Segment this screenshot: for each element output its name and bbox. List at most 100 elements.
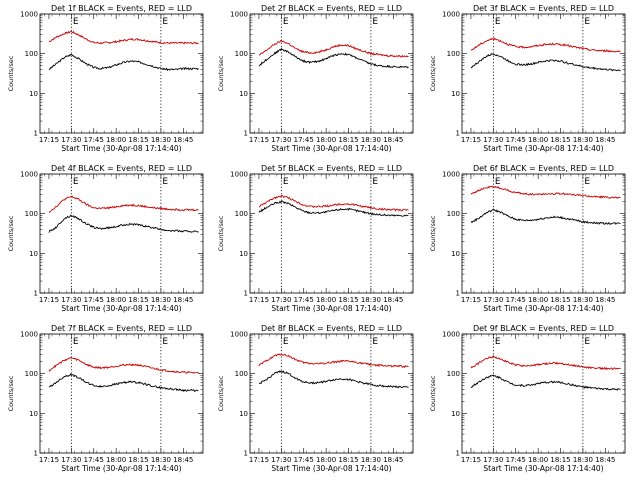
detector-plot: Det 4f BLACK = Events, RED = LLD 1 10 100 10… <box>7 164 204 313</box>
y-tick-label: 1 <box>456 290 460 298</box>
x-tick-label: 17:45 <box>294 456 314 464</box>
x-axis-label: Start Time (30-Apr-08 17:14:40) <box>271 464 391 473</box>
x-tick-label: 17:15 <box>39 136 59 144</box>
events-series-line <box>258 200 409 217</box>
detector-plot: Det 5f BLACK = Events, RED = LLD 1 10 100 10… <box>217 164 414 313</box>
x-tick-label: 18:00 <box>316 296 336 304</box>
plot-frame <box>461 333 626 454</box>
y-tick-label: 10 <box>451 250 460 258</box>
y-tick-label: 100 <box>25 210 38 218</box>
event-marker-label: E <box>495 17 501 27</box>
event-marker-label: E <box>584 337 590 347</box>
x-axis-label: Start Time (30-Apr-08 17:14:40) <box>61 464 181 473</box>
y-tick-label: 100 <box>25 370 38 378</box>
event-marker-label: E <box>283 17 289 27</box>
events-series-line <box>470 208 621 225</box>
plot-title: Det 9f BLACK = Events, RED = LLD <box>473 324 614 333</box>
y-tick-label: 10 <box>239 250 248 258</box>
x-tick-label: 18:45 <box>173 296 193 304</box>
event-marker-label: E <box>73 177 79 187</box>
x-tick-label: 18:45 <box>383 136 403 144</box>
lld-series-line <box>470 37 621 53</box>
x-tick-label: 17:45 <box>294 136 314 144</box>
y-tick-label: 100 <box>447 210 460 218</box>
x-tick-label: 17:15 <box>461 296 481 304</box>
y-tick-label: 100 <box>235 50 248 58</box>
x-tick-label: 18:00 <box>106 136 126 144</box>
x-tick-label: 18:45 <box>595 136 615 144</box>
x-tick-label: 18:00 <box>106 296 126 304</box>
x-tick-label: 18:45 <box>173 456 193 464</box>
event-marker-label: E <box>495 177 501 187</box>
x-tick-label: 18:30 <box>573 136 593 144</box>
lld-series-line <box>259 194 409 212</box>
detector-plot: Det 1f BLACK = Events, RED = LLD 1 10 100 10… <box>7 4 204 153</box>
event-marker-label: E <box>162 17 168 27</box>
lld-series-line <box>48 195 199 213</box>
plot-title: Det 7f BLACK = Events, RED = LLD <box>51 324 192 333</box>
x-tick-label: 17:30 <box>483 296 503 304</box>
x-tick-label: 18:15 <box>128 456 148 464</box>
x-tick-label: 18:30 <box>361 136 381 144</box>
event-marker-label: E <box>495 337 501 347</box>
x-tick-label: 18:30 <box>151 296 171 304</box>
detector-plot: Det 6f BLACK = Events, RED = LLD 1 10 100 10… <box>429 164 626 313</box>
x-tick-label: 17:45 <box>84 136 104 144</box>
x-tick-label: 18:30 <box>573 456 593 464</box>
y-tick-label: 1000 <box>20 171 38 179</box>
y-tick-label: 1000 <box>442 11 460 19</box>
x-tick-label: 17:30 <box>271 456 291 464</box>
event-marker-label: E <box>283 177 289 187</box>
event-marker-label: E <box>73 337 79 347</box>
x-tick-label: 17:30 <box>271 296 291 304</box>
event-marker-label: E <box>283 337 289 347</box>
y-tick-label: 100 <box>25 50 38 58</box>
event-marker-label: E <box>584 17 590 27</box>
events-series-line <box>470 53 621 72</box>
y-tick-label: 1000 <box>20 331 38 339</box>
y-tick-label: 1000 <box>442 171 460 179</box>
lld-series-line <box>258 353 409 369</box>
y-tick-label: 1 <box>456 130 460 138</box>
x-tick-label: 18:00 <box>528 296 548 304</box>
detector-plot: Det 9f BLACK = Events, RED = LLD 1 10 100 10… <box>429 324 626 473</box>
y-tick-label: 1000 <box>20 11 38 19</box>
x-tick-label: 17:45 <box>506 296 526 304</box>
y-axis-label: Counts/sec <box>217 375 225 411</box>
x-tick-label: 17:30 <box>483 136 503 144</box>
x-tick-label: 18:45 <box>383 296 403 304</box>
plot-frame <box>249 173 414 294</box>
x-tick-label: 18:45 <box>383 456 403 464</box>
y-tick-label: 1 <box>34 290 38 298</box>
x-tick-label: 18:00 <box>528 456 548 464</box>
y-axis-label: Counts/sec <box>429 215 437 251</box>
plot-title: Det 8f BLACK = Events, RED = LLD <box>261 324 402 333</box>
x-tick-label: 18:15 <box>128 136 148 144</box>
y-tick-label: 10 <box>29 250 38 258</box>
y-tick-label: 1 <box>456 450 460 458</box>
plot-frame <box>461 13 626 134</box>
lld-series-line <box>48 357 199 374</box>
x-axis-label: Start Time (30-Apr-08 17:14:40) <box>483 464 603 473</box>
event-marker-label: E <box>584 177 590 187</box>
detector-plot: Det 3f BLACK = Events, RED = LLD 1 10 100 10… <box>429 4 626 153</box>
x-tick-label: 17:15 <box>39 456 59 464</box>
plot-title: Det 1f BLACK = Events, RED = LLD <box>51 4 192 13</box>
x-tick-label: 17:15 <box>39 296 59 304</box>
y-tick-label: 100 <box>235 210 248 218</box>
y-axis-label: Counts/sec <box>7 375 15 411</box>
y-tick-label: 10 <box>451 90 460 98</box>
y-axis-label: Counts/sec <box>7 215 15 251</box>
x-tick-label: 18:15 <box>550 136 570 144</box>
event-marker-label: E <box>162 177 168 187</box>
x-tick-label: 17:45 <box>84 456 104 464</box>
events-series-line <box>470 374 621 391</box>
x-tick-label: 18:00 <box>528 136 548 144</box>
x-tick-label: 18:30 <box>361 296 381 304</box>
x-tick-label: 18:45 <box>595 296 615 304</box>
y-tick-label: 1000 <box>442 331 460 339</box>
y-tick-label: 10 <box>239 90 248 98</box>
y-tick-label: 1000 <box>230 331 248 339</box>
y-tick-label: 10 <box>29 90 38 98</box>
